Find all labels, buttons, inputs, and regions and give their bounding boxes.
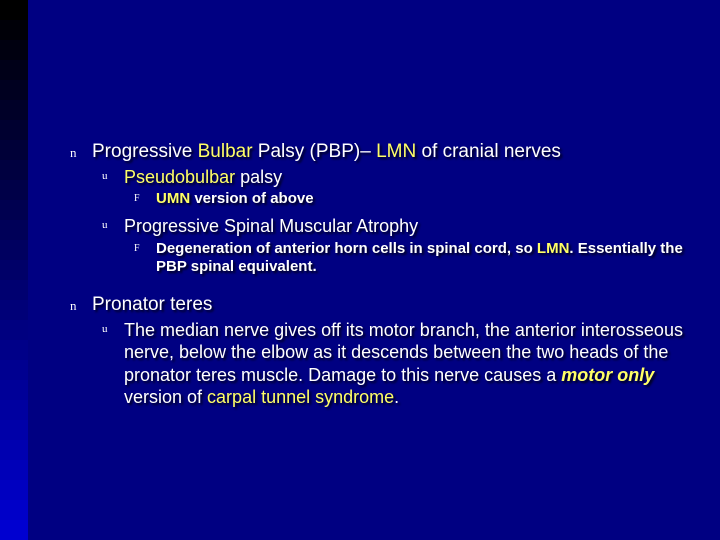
slide-content: n Progressive Bulbar Palsy (PBP)– LMN of…	[70, 140, 690, 411]
bullet-text: Progressive Bulbar Palsy (PBP)– LMN of c…	[92, 140, 690, 164]
bullet-marker: u	[102, 215, 124, 231]
left-gradient-stripe	[0, 0, 28, 540]
highlight-text: Bulbar	[198, 141, 253, 162]
bullet-marker: F	[134, 240, 156, 254]
highlight-text: Pseudobulbar	[124, 167, 235, 187]
bullet-lvl0: n Pronator teres	[70, 293, 690, 317]
highlight-text: carpal tunnel syndrome	[207, 387, 394, 407]
bullet-text: Pronator teres	[92, 293, 690, 317]
emphasis-text: motor only	[561, 365, 654, 385]
bullet-text: UMN version of above	[156, 190, 690, 209]
bullet-lvl0: n Progressive Bulbar Palsy (PBP)– LMN of…	[70, 140, 690, 164]
bullet-marker: n	[70, 293, 92, 314]
text-run: Palsy (PBP)–	[253, 141, 377, 162]
text-run: version of	[124, 387, 207, 407]
bullet-lvl1: u Pseudobulbar palsy	[102, 166, 690, 189]
highlight-text: LMN	[376, 141, 416, 162]
bullet-text: The median nerve gives off its motor bra…	[124, 319, 690, 409]
highlight-text: UMN	[156, 190, 190, 207]
bullet-marker: F	[134, 190, 156, 204]
highlight-text: LMN	[537, 240, 570, 257]
bullet-lvl2: F Degeneration of anterior horn cells in…	[134, 240, 690, 278]
text-run: palsy	[235, 167, 282, 187]
spacer	[70, 283, 690, 293]
bullet-marker: u	[102, 166, 124, 182]
bullet-lvl2: F UMN version of above	[134, 190, 690, 209]
bullet-marker: u	[102, 319, 124, 335]
bullet-lvl1: u Progressive Spinal Muscular Atrophy	[102, 215, 690, 238]
bullet-lvl1: u The median nerve gives off its motor b…	[102, 319, 690, 409]
bullet-text: Progressive Spinal Muscular Atrophy	[124, 215, 690, 238]
text-run: Degeneration of anterior horn cells in s…	[156, 240, 537, 257]
bullet-marker: n	[70, 140, 92, 161]
text-run: Progressive	[92, 141, 198, 162]
text-run: .	[394, 387, 399, 407]
bullet-text: Degeneration of anterior horn cells in s…	[156, 240, 690, 278]
text-run: of cranial nerves	[416, 141, 561, 162]
slide: n Progressive Bulbar Palsy (PBP)– LMN of…	[0, 0, 720, 540]
text-run: version of above	[190, 190, 313, 207]
bullet-text: Pseudobulbar palsy	[124, 166, 690, 189]
